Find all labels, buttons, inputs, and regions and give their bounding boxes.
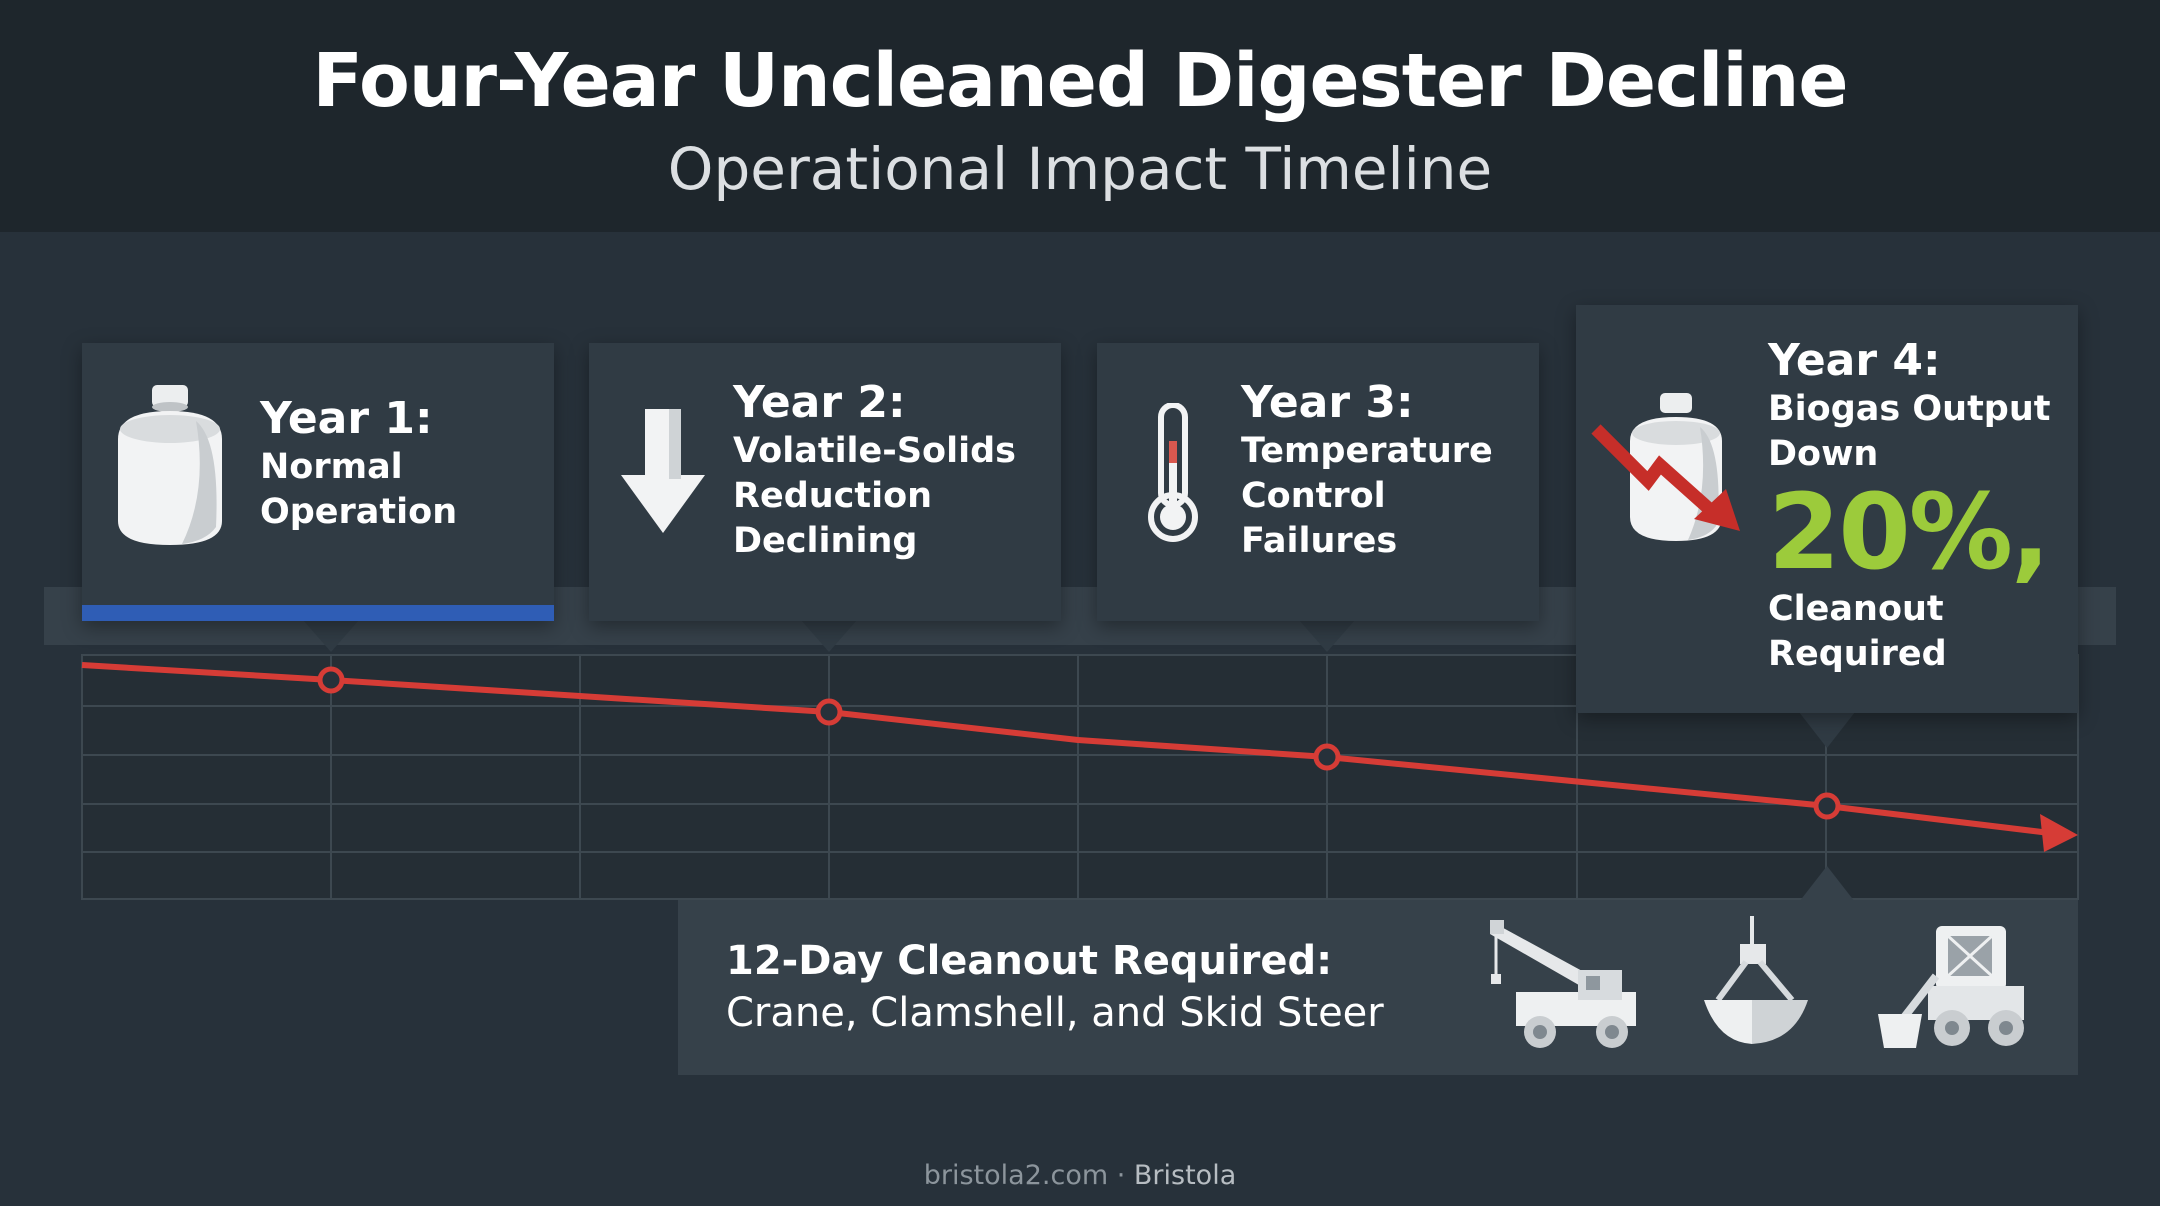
stage-desc-line: Reduction (733, 476, 933, 516)
cleanout-callout: 12-Day Cleanout Required: Crane, Clamshe… (678, 900, 2078, 1075)
down-arrow-icon (621, 409, 705, 539)
stage-desc-line: Cleanout (1768, 589, 1944, 629)
page-subtitle: Operational Impact Timeline (667, 135, 1493, 203)
trend-arrowhead (2040, 814, 2078, 852)
current-stage-accent (82, 605, 554, 621)
page-title: Four-Year Uncleaned Digester Decline (312, 38, 1848, 124)
year2-pointer (801, 620, 857, 652)
year2-marker (815, 698, 843, 726)
stage-desc-line: Failures (1241, 521, 1398, 561)
stage-desc-line: Control (1241, 476, 1386, 516)
stage-desc-line: Required (1768, 634, 1947, 674)
stage-desc-line: Volatile-Solids (733, 431, 1016, 471)
year3-marker (1313, 743, 1341, 771)
timeline-grid (81, 654, 2079, 900)
cleanout-equipment: Crane, Clamshell, and Skid Steer (726, 990, 1384, 1036)
year4-pointer (1799, 712, 1855, 748)
stage-desc-line: Down (1768, 434, 1879, 474)
crane-icon (1486, 914, 1646, 1064)
digester-tank-icon (112, 381, 228, 553)
stage-year-label: Year 2: (733, 377, 906, 428)
footer-credit: bristola2.com · Bristola (0, 1160, 2160, 1191)
declining-tank-icon (1590, 391, 1760, 555)
year1-pointer (303, 620, 359, 652)
stage-card-year-4: Year 4: Biogas Output Down 20%, Cleanout… (1576, 305, 2078, 713)
stage-card-year-1: Year 1: Normal Operation (82, 343, 554, 621)
stage-card-year-3: Year 3: Temperature Control Failures (1097, 343, 1539, 621)
footer-separator: · (1108, 1160, 1134, 1191)
stage-desc-line: Operation (260, 492, 458, 532)
year4-marker (1813, 792, 1841, 820)
year3-pointer (1299, 620, 1355, 652)
stage-card-year-2: Year 2: Volatile-Solids Reduction Declin… (589, 343, 1061, 621)
stage-desc-line: Normal (260, 447, 403, 487)
header: Four-Year Uncleaned Digester Decline Ope… (0, 0, 2160, 232)
footer-site: bristola2.com (923, 1160, 1109, 1191)
stage-year-label: Year 4: (1768, 335, 1941, 386)
stage-desc-line: Declining (733, 521, 918, 561)
skid-steer-icon (1876, 916, 2036, 1060)
thermometer-icon (1145, 402, 1201, 549)
cleanout-heading: 12-Day Cleanout Required: (726, 938, 1333, 984)
cleanout-pointer (1799, 866, 1855, 902)
clamshell-bucket-icon (1696, 916, 1826, 1060)
stage-desc-line: Biogas Output (1768, 389, 2051, 429)
biogas-decline-percent: 20%, (1768, 471, 2050, 593)
footer-brand: Bristola (1133, 1160, 1237, 1191)
stage-year-label: Year 3: (1241, 377, 1414, 428)
year1-marker (317, 666, 345, 694)
stage-year-label: Year 1: (260, 393, 433, 444)
stage-desc-line: Temperature (1241, 431, 1493, 471)
